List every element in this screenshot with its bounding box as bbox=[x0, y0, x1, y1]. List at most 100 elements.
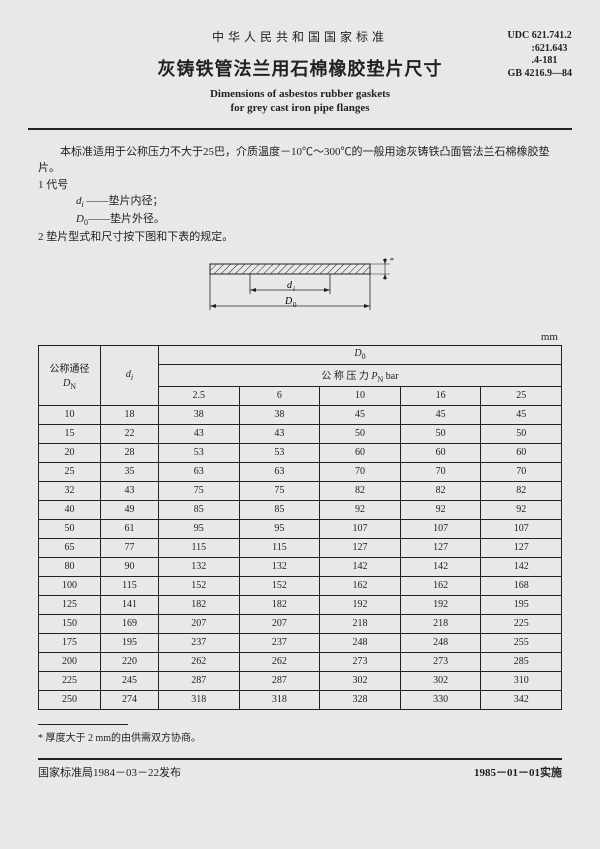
table-row: 125141182182192192195 bbox=[39, 595, 562, 614]
effective-date: 1985－01－01实施 bbox=[474, 764, 562, 780]
title-en-line2: for grey cast iron pipe flanges bbox=[230, 102, 369, 114]
table-row: 6577115115127127127 bbox=[39, 538, 562, 557]
symbol-list: di ——垫片内径； D0——垫片外径。 bbox=[76, 193, 562, 229]
table-cell: 10 bbox=[39, 405, 101, 424]
table-row: 32437575828282 bbox=[39, 481, 562, 500]
table-cell: 92 bbox=[320, 500, 401, 519]
table-cell: 237 bbox=[159, 633, 240, 652]
document-codes: UDC 621.741.2 :621.643 .4-181 GB 4216.9—… bbox=[508, 30, 572, 80]
table-row: 15224343505050 bbox=[39, 424, 562, 443]
table-cell: 182 bbox=[239, 595, 320, 614]
table-row: 100115152152162162168 bbox=[39, 576, 562, 595]
p-16: 16 bbox=[400, 386, 481, 405]
table-cell: 100 bbox=[39, 576, 101, 595]
table-cell: 142 bbox=[400, 557, 481, 576]
p-10: 10 bbox=[320, 386, 401, 405]
table-cell: 60 bbox=[400, 443, 481, 462]
table-cell: 107 bbox=[320, 519, 401, 538]
svg-text:*: * bbox=[390, 258, 394, 265]
table-cell: 342 bbox=[481, 690, 562, 709]
table-cell: 80 bbox=[39, 557, 101, 576]
table-cell: 218 bbox=[400, 614, 481, 633]
table-cell: 207 bbox=[239, 614, 320, 633]
symbol-d0: D0——垫片外径。 bbox=[76, 211, 562, 229]
table-cell: 255 bbox=[481, 633, 562, 652]
table-cell: 125 bbox=[39, 595, 101, 614]
title-chinese: 灰铸铁管法兰用石棉橡胶垫片尺寸 bbox=[38, 55, 562, 81]
table-cell: 63 bbox=[159, 462, 240, 481]
title-en-line1: Dimensions of asbestos rubber gaskets bbox=[210, 88, 390, 100]
title-english: Dimensions of asbestos rubber gaskets fo… bbox=[38, 87, 562, 116]
table-cell: 45 bbox=[320, 405, 401, 424]
table-cell: 192 bbox=[320, 595, 401, 614]
table-cell: 245 bbox=[101, 671, 159, 690]
table-cell: 330 bbox=[400, 690, 481, 709]
table-cell: 115 bbox=[239, 538, 320, 557]
table-cell: 15 bbox=[39, 424, 101, 443]
table-cell: 127 bbox=[481, 538, 562, 557]
col-d0: D0 bbox=[159, 345, 562, 364]
table-cell: 162 bbox=[400, 576, 481, 595]
table-cell: 25 bbox=[39, 462, 101, 481]
table-cell: 318 bbox=[159, 690, 240, 709]
col-dn: 公称通径 DN bbox=[39, 345, 101, 405]
overline: 中华人民共和国国家标准 bbox=[38, 28, 562, 45]
table-row: 40498585929292 bbox=[39, 500, 562, 519]
table-cell: 162 bbox=[320, 576, 401, 595]
col-di: di bbox=[101, 345, 159, 405]
table-cell: 65 bbox=[39, 538, 101, 557]
table-cell: 195 bbox=[481, 595, 562, 614]
table-cell: 92 bbox=[481, 500, 562, 519]
table-cell: 107 bbox=[400, 519, 481, 538]
table-cell: 150 bbox=[39, 614, 101, 633]
table-cell: 38 bbox=[239, 405, 320, 424]
svg-text:i: i bbox=[293, 285, 295, 293]
table-cell: 273 bbox=[320, 652, 401, 671]
table-cell: 115 bbox=[101, 576, 159, 595]
table-cell: 141 bbox=[101, 595, 159, 614]
table-cell: 225 bbox=[39, 671, 101, 690]
table-cell: 85 bbox=[159, 500, 240, 519]
table-cell: 250 bbox=[39, 690, 101, 709]
table-cell: 50 bbox=[39, 519, 101, 538]
table-cell: 115 bbox=[159, 538, 240, 557]
p-25: 25 bbox=[481, 386, 562, 405]
table-cell: 152 bbox=[239, 576, 320, 595]
table-cell: 60 bbox=[320, 443, 401, 462]
table-head: 公称通径 DN di D0 公 称 压 力 PN bar 2.5 6 10 16… bbox=[39, 345, 562, 405]
table-cell: 43 bbox=[239, 424, 320, 443]
p-2-5: 2.5 bbox=[159, 386, 240, 405]
table-row: 250274318318328330342 bbox=[39, 690, 562, 709]
footer-bar: 国家标准局1984－03－22发布 1985－01－01实施 bbox=[38, 758, 562, 780]
table-cell: 127 bbox=[320, 538, 401, 557]
p-6: 6 bbox=[239, 386, 320, 405]
table-cell: 220 bbox=[101, 652, 159, 671]
table-row: 10183838454545 bbox=[39, 405, 562, 424]
table-cell: 310 bbox=[481, 671, 562, 690]
table-cell: 82 bbox=[400, 481, 481, 500]
table-cell: 40 bbox=[39, 500, 101, 519]
header: 中华人民共和国国家标准 UDC 621.741.2 :621.643 .4-18… bbox=[38, 28, 562, 116]
table-cell: 287 bbox=[159, 671, 240, 690]
table-cell: 95 bbox=[239, 519, 320, 538]
udc-line3: .4-181 bbox=[508, 55, 572, 68]
table-cell: 50 bbox=[320, 424, 401, 443]
table-cell: 18 bbox=[101, 405, 159, 424]
table-body: 1018383845454515224343505050202853536060… bbox=[39, 405, 562, 709]
table-cell: 70 bbox=[400, 462, 481, 481]
table-cell: 169 bbox=[101, 614, 159, 633]
footnote-text: * 厚度大于 2 mm的由供需双方协商。 bbox=[38, 733, 201, 744]
table-cell: 218 bbox=[320, 614, 401, 633]
table-cell: 82 bbox=[481, 481, 562, 500]
table-row: 175195237237248248255 bbox=[39, 633, 562, 652]
table-row: 25356363707070 bbox=[39, 462, 562, 481]
table-cell: 75 bbox=[159, 481, 240, 500]
unit-label: mm bbox=[38, 331, 558, 343]
table-cell: 45 bbox=[481, 405, 562, 424]
svg-text:D: D bbox=[284, 296, 293, 307]
table-cell: 32 bbox=[39, 481, 101, 500]
table-cell: 63 bbox=[239, 462, 320, 481]
table-cell: 200 bbox=[39, 652, 101, 671]
table-cell: 302 bbox=[400, 671, 481, 690]
table-cell: 53 bbox=[159, 443, 240, 462]
